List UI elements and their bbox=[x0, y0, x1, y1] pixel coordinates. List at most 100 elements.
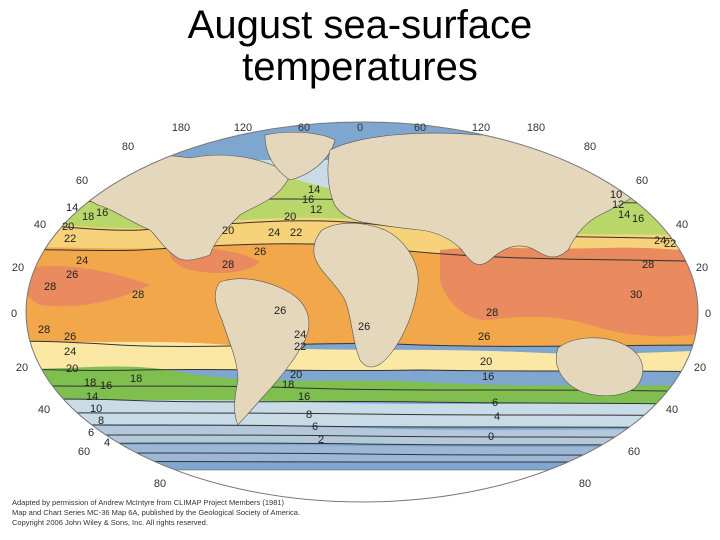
latitude-labels: 80 80 60 60 40 40 20 20 0 0 20 20 40 40 … bbox=[11, 141, 711, 490]
isotherm-label: 12 bbox=[612, 199, 624, 211]
isotherm-label: 26 bbox=[274, 305, 286, 317]
indo-pacific-warm-pool bbox=[440, 247, 698, 337]
isotherm-label: 22 bbox=[64, 233, 76, 245]
lat-label-40s-right: 40 bbox=[666, 404, 678, 416]
isotherm-label: 20 bbox=[284, 211, 296, 223]
lon-label-60w: 60 bbox=[298, 122, 310, 134]
isotherm-label: 0 bbox=[488, 431, 494, 443]
isotherm-label: 16 bbox=[482, 371, 494, 383]
isotherm-label: 20 bbox=[290, 369, 302, 381]
isotherm-label: 28 bbox=[38, 324, 50, 336]
isotherm-label: 10 bbox=[90, 403, 102, 415]
isotherm-label: 26 bbox=[66, 269, 78, 281]
isotherm-label: 20 bbox=[222, 225, 234, 237]
lat-label-equator-right: 0 bbox=[705, 308, 711, 320]
isotherm-label: 20 bbox=[66, 363, 78, 375]
isotherm-label: 6 bbox=[88, 427, 94, 439]
isotherm-label: 4 bbox=[494, 411, 500, 423]
ocean-bands bbox=[26, 122, 698, 502]
isotherm-label: 18 bbox=[130, 373, 142, 385]
credit-line-2: Map and Chart Series MC-36 Map 6A, publi… bbox=[12, 508, 301, 517]
longitude-labels: 180 120 60 0 60 120 180 bbox=[172, 122, 545, 134]
isotherm-label: 2 bbox=[318, 434, 324, 446]
attribution: Adapted by permission of Andrew McIntyre… bbox=[12, 498, 300, 528]
isotherm-label: 28 bbox=[642, 259, 654, 271]
isotherm-label: 14 bbox=[308, 184, 320, 196]
isotherm-label: 28 bbox=[486, 307, 498, 319]
isotherm-label: 12 bbox=[310, 204, 322, 216]
isotherm-label: 16 bbox=[632, 213, 644, 225]
isotherm-labels: 28 28 26 24 22 20 18 14 16 26 28 24 22 2… bbox=[38, 184, 676, 449]
isotherm-lines bbox=[26, 198, 698, 463]
lon-label-180w: 180 bbox=[172, 122, 190, 134]
isotherm-label: 10 bbox=[610, 189, 622, 201]
isotherm-label: 18 bbox=[84, 377, 96, 389]
globe-outline bbox=[25, 121, 699, 503]
isotherm-label: 28 bbox=[222, 259, 234, 271]
lat-label-80n-left: 80 bbox=[122, 141, 134, 153]
isotherm-label: 26 bbox=[478, 331, 490, 343]
band-south-frigid bbox=[26, 443, 698, 463]
isotherm-label: 22 bbox=[664, 238, 676, 250]
isotherm-label: 22 bbox=[290, 227, 302, 239]
isotherm-label: 26 bbox=[358, 321, 370, 333]
isotherm-label: 24 bbox=[294, 329, 306, 341]
lat-label-20n-left: 20 bbox=[12, 262, 24, 274]
lon-label-180e: 180 bbox=[527, 122, 545, 134]
south-america bbox=[214, 278, 310, 426]
australia bbox=[556, 337, 644, 397]
credit-line-3: Copyright 2006 John Wiley & Sons, Inc. A… bbox=[12, 518, 208, 527]
lat-label-60s-right: 60 bbox=[628, 446, 640, 458]
lon-label-60e: 60 bbox=[414, 122, 426, 134]
isotherm-label: 24 bbox=[76, 255, 88, 267]
lat-label-60s-left: 60 bbox=[78, 446, 90, 458]
isotherm-label: 8 bbox=[98, 415, 104, 427]
isotherm-label: 16 bbox=[298, 391, 310, 403]
isotherm-label: 16 bbox=[302, 194, 314, 206]
isotherm-label: 16 bbox=[100, 380, 112, 392]
isotherm-label: 30 bbox=[630, 289, 642, 301]
greenland bbox=[264, 131, 336, 181]
isotherm-label: 14 bbox=[66, 202, 78, 214]
isotherm-label: 20 bbox=[62, 221, 74, 233]
africa bbox=[313, 222, 419, 368]
band-equatorial-warm bbox=[26, 255, 698, 338]
isotherm-label: 16 bbox=[96, 207, 108, 219]
lat-label-60n-right: 60 bbox=[636, 175, 648, 187]
isotherm-label: 4 bbox=[104, 437, 110, 449]
isotherm-label: 28 bbox=[44, 281, 56, 293]
title-line-2: temperatures bbox=[242, 45, 478, 89]
isotherm-label: 28 bbox=[132, 289, 144, 301]
credit-line-1: Adapted by permission of Andrew McIntyre… bbox=[12, 498, 285, 507]
east-pacific-warm-pool bbox=[26, 266, 150, 307]
isotherm-label: 6 bbox=[492, 397, 498, 409]
isotherm-label: 18 bbox=[282, 379, 294, 391]
isotherm-label: 22 bbox=[294, 341, 306, 353]
lon-label-120w: 120 bbox=[234, 122, 252, 134]
lat-label-40n-right: 40 bbox=[676, 219, 688, 231]
lat-label-40n-left: 40 bbox=[34, 219, 46, 231]
isotherm-label: 26 bbox=[64, 331, 76, 343]
isotherm-label: 6 bbox=[312, 421, 318, 433]
lat-label-20s-right: 20 bbox=[694, 362, 706, 374]
isotherm-label: 20 bbox=[480, 356, 492, 368]
lat-label-80s-left: 80 bbox=[154, 478, 166, 490]
isotherm-label: 24 bbox=[268, 227, 280, 239]
lat-label-20n-right: 20 bbox=[696, 262, 708, 274]
isotherm-label: 14 bbox=[618, 209, 630, 221]
lat-label-40s-left: 40 bbox=[38, 404, 50, 416]
band-south-cold bbox=[26, 424, 698, 445]
isotherm-label: 14 bbox=[86, 391, 98, 403]
lat-label-20s-left: 20 bbox=[16, 362, 28, 374]
isotherm-label: 24 bbox=[64, 346, 76, 358]
lat-label-equator-left: 0 bbox=[11, 308, 17, 320]
lat-label-60n-left: 60 bbox=[76, 175, 88, 187]
isotherm-label: 18 bbox=[82, 211, 94, 223]
lon-label-0: 0 bbox=[357, 122, 363, 134]
band-south-temperate bbox=[26, 366, 698, 405]
isotherm-label: 26 bbox=[254, 246, 266, 258]
title-line-1: August sea-surface bbox=[187, 3, 533, 47]
isotherm-label: 8 bbox=[306, 409, 312, 421]
isotherm-label: 24 bbox=[654, 235, 666, 247]
